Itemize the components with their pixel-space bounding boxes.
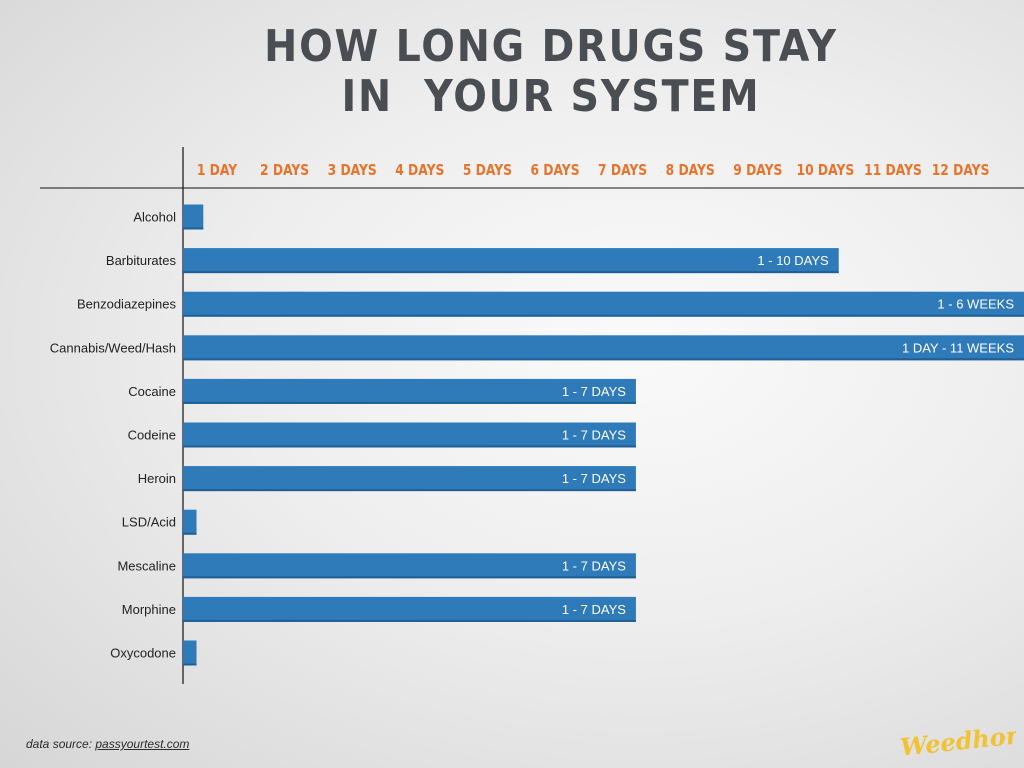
x-tick-label: 10 DAYS [797,162,855,179]
x-tick-label: 2 DAYS [260,162,309,179]
x-tick-label: 9 DAYS [733,162,782,179]
data-source-note: data source: passyourtest.com [26,737,189,751]
category-label: Cocaine [128,384,176,399]
bar-label: 1 - 7 DAYS [562,471,626,486]
x-tick-label: 12 DAYS [932,162,990,179]
bar-cocaine [183,378,636,404]
bar-shadow [183,619,636,622]
bar-barbiturates [183,248,839,274]
category-label: LSD/Acid [122,515,176,530]
category-label: Benzodiazepines [77,297,177,312]
bar-heroin [183,466,636,492]
bar-shadow [183,663,197,666]
x-tick-label: 1 DAY [197,162,238,179]
bar-codeine [183,422,636,448]
weedhorn-logo: Weedhorn [899,724,1016,758]
bar-lsd-acid [183,509,197,535]
x-tick-label: 5 DAYS [463,162,512,179]
x-tick-label: 7 DAYS [598,162,647,179]
category-label: Codeine [128,428,176,443]
bar-benzodiazepines [183,291,1024,317]
category-label: Barbiturates [106,253,177,268]
bar-label: 1 - 6 WEEKS [937,297,1014,312]
data-source-link[interactable]: passyourtest.com [95,737,190,751]
bar-shadow [183,576,636,579]
bar-shadow [183,314,1024,317]
bar-label: 1 - 7 DAYS [562,428,626,443]
x-tick-label: 3 DAYS [328,162,377,179]
bar-shadow [183,401,636,404]
x-tick-label: 11 DAYS [864,162,922,179]
x-tick-label: 8 DAYS [666,162,715,179]
category-labels: Alcohol Barbiturates Benzodiazepines Cannab… [50,210,177,661]
x-tick-labels: 1 DAY 2 DAYS 3 DAYS 4 DAYS 5 DAYS 6 DAYS 7 DAY… [197,162,990,179]
x-tick-label: 4 DAYS [395,162,444,179]
category-label: Alcohol [133,210,176,225]
svg-text:Weedhorn: Weedhorn [899,724,1016,758]
category-label: Morphine [122,602,176,617]
category-label: Cannabis/Weed/Hash [50,340,176,355]
bar-label: 1 - 10 DAYS [757,253,829,268]
bar-cannabis-weed-hash [183,335,1024,361]
bars: 1 - 10 DAYS 1 - 6 WEEKS 1 DAY - 11 WEEKS 1 … [183,204,1024,666]
bar-shadow [183,445,636,448]
bar-morphine [183,596,636,622]
category-label: Heroin [138,471,176,486]
bar-shadow [183,532,197,535]
bar-label: 1 - 7 DAYS [562,602,626,617]
bar-shadow [183,271,839,274]
data-source-prefix: data source: [26,737,96,751]
category-label: Mescaline [117,558,176,573]
bar-oxycodone [183,640,197,666]
chart-title: HOW LONG DRUGS STAY IN YOUR SYSTEM [55,22,1024,122]
bar-shadow [183,227,204,230]
bar-mescaline [183,553,636,579]
title-line-1: HOW LONG DRUGS STAY [264,21,838,72]
category-label: Oxycodone [110,646,176,661]
bar-label: 1 - 7 DAYS [562,384,626,399]
bar-label: 1 - 7 DAYS [562,558,626,573]
bar-label: 1 DAY - 11 WEEKS [902,340,1014,355]
bar-shadow [183,358,1024,361]
bar-shadow [183,489,636,492]
bar-alcohol [183,204,204,230]
x-tick-label: 6 DAYS [530,162,579,179]
title-line-2: IN YOUR SYSTEM [341,71,761,122]
